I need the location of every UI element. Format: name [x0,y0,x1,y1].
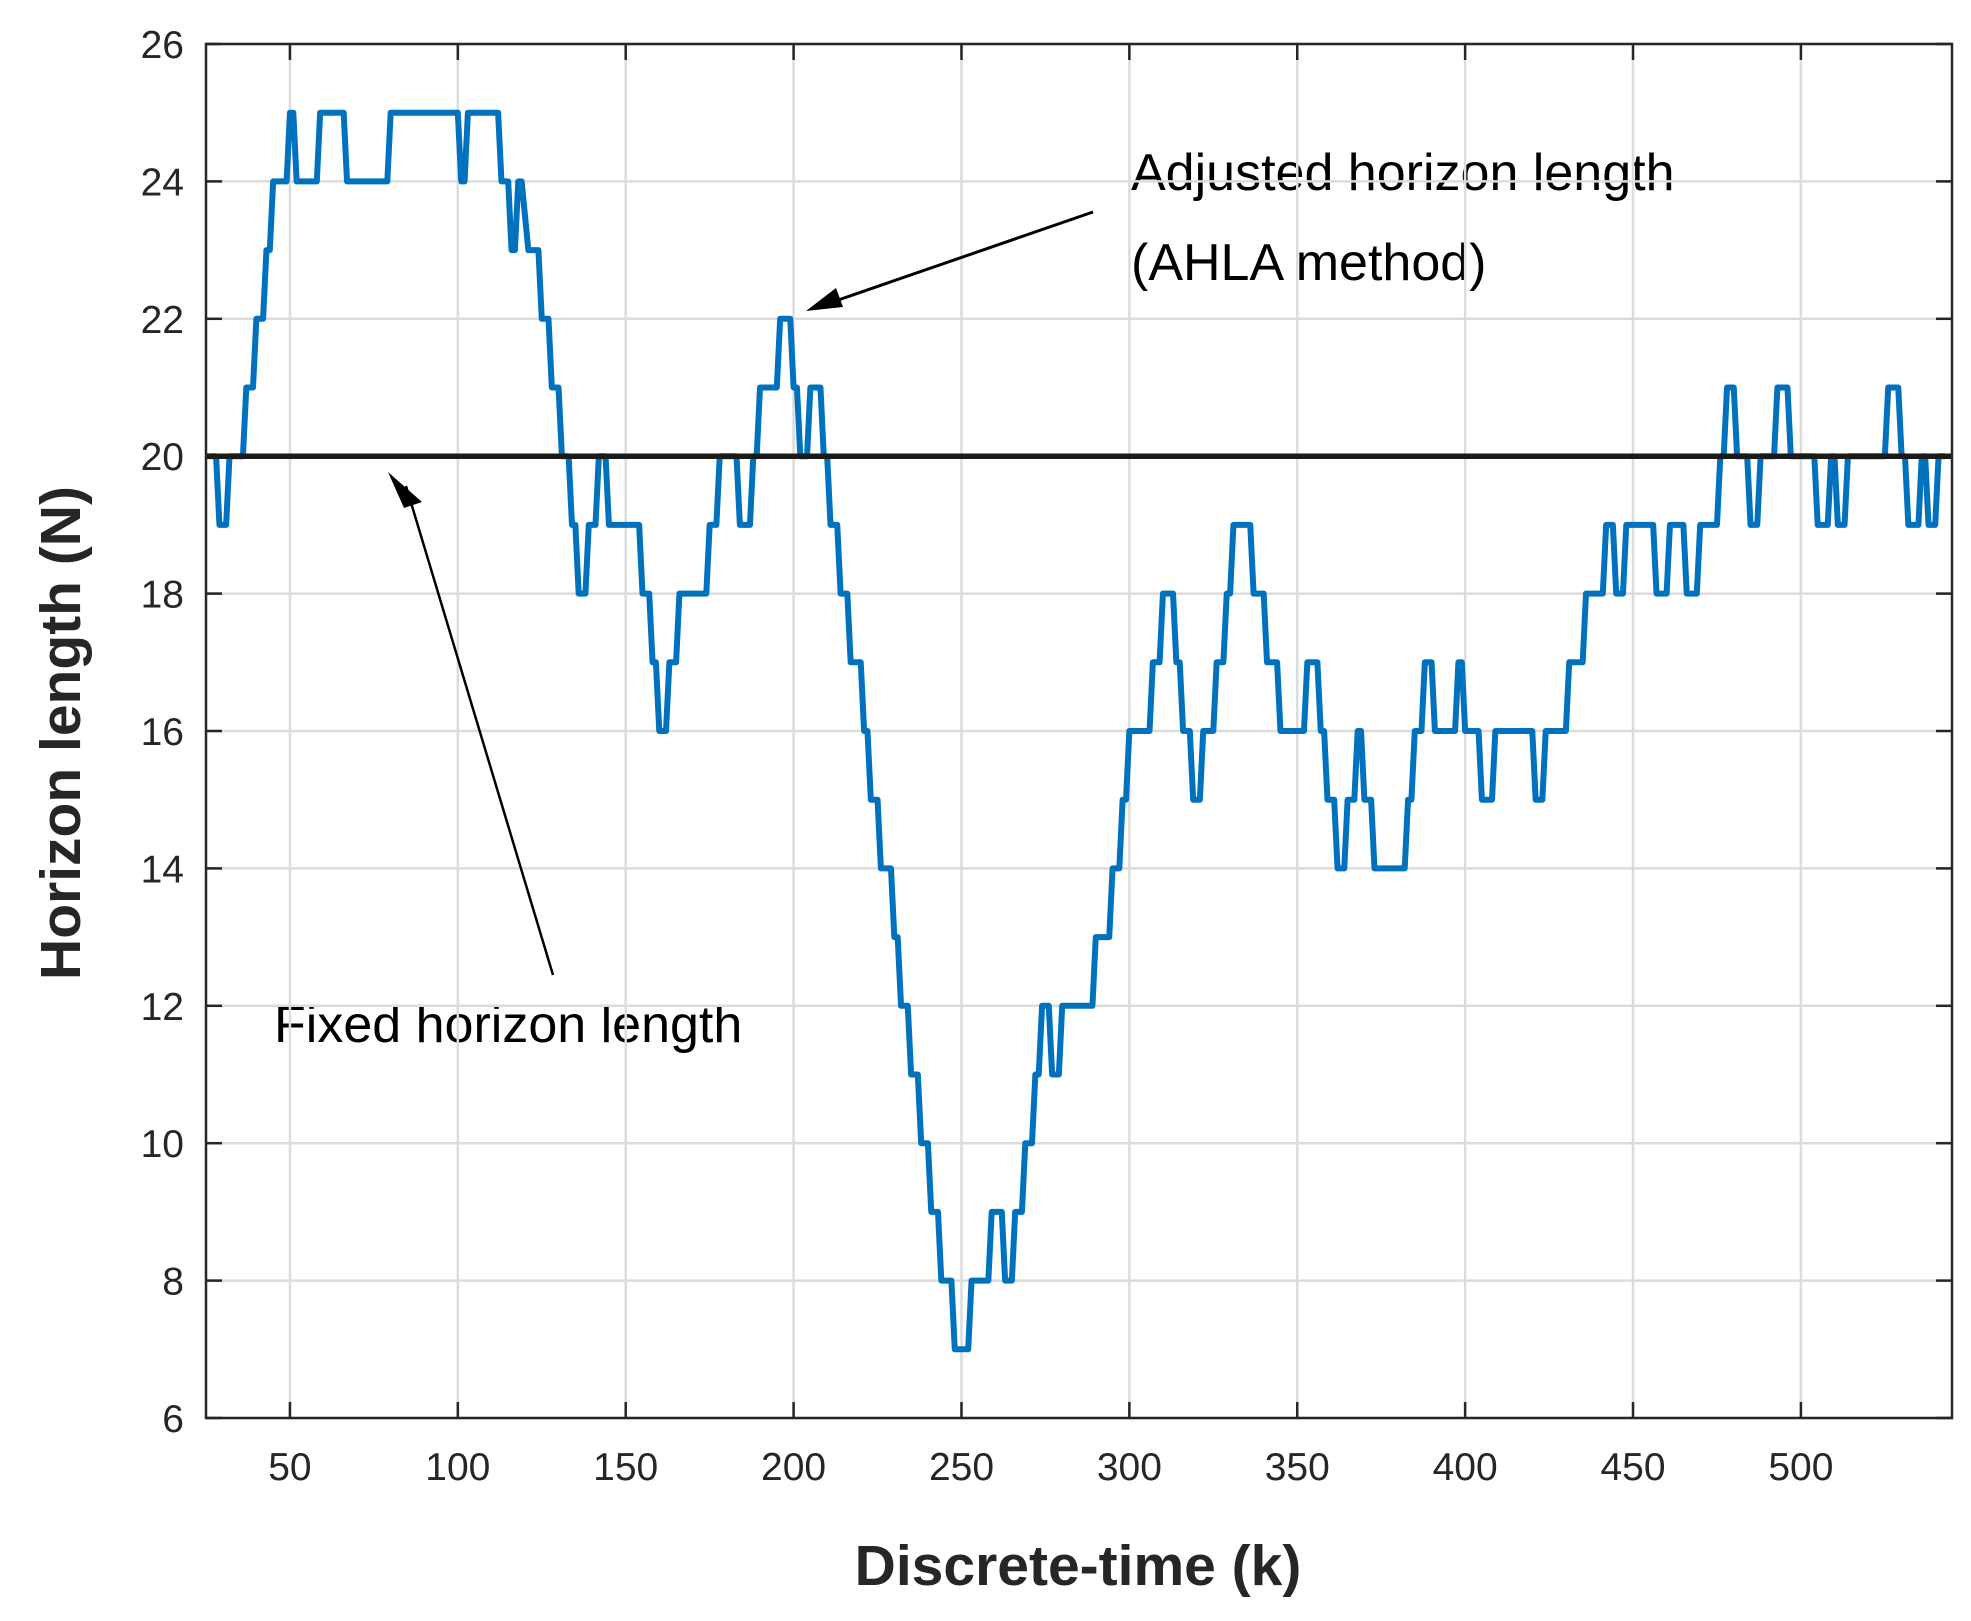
x-tick-label: 400 [1433,1446,1498,1489]
arrow [817,210,1094,309]
y-tick-label: 24 [141,161,184,204]
x-tick-label: 250 [929,1446,994,1489]
x-tick-label: 500 [1768,1446,1833,1489]
x-tick-label: 100 [425,1446,490,1489]
annotation: (AHLA method) [1131,234,1487,292]
arrow-head [806,288,843,311]
y-tick-label: 26 [141,24,184,67]
y-tick-label: 18 [141,574,184,617]
y-tick-label: 8 [162,1261,184,1304]
x-tick-label: 300 [1097,1446,1162,1489]
y-tick-label: 22 [141,299,184,342]
annotation: Adjusted horizon length [1131,144,1675,202]
x-tick-label: 200 [761,1446,826,1489]
axes-box [204,42,1954,1420]
y-tick-label: 16 [141,711,184,754]
y-tick-label: 12 [141,986,184,1029]
x-tick-label: 150 [593,1446,658,1489]
x-axis-label: Discrete-time (k) [855,1534,1302,1598]
arrow [404,485,555,976]
y-tick-label: 14 [141,848,184,891]
x-tick-label: 350 [1265,1446,1330,1489]
arrow-head [388,472,422,508]
y-tick-label: 6 [162,1398,184,1441]
x-tick-label: 50 [268,1446,311,1489]
plot-area: 6 8 10 12 14 16 18 20 22 24 26 50 100 150 200 250 300 350… [141,24,1954,1489]
y-tick-label: 10 [141,1123,184,1166]
y-tick-label: 20 [141,436,184,479]
y-axis-label: Horizon length (N) [29,486,93,980]
x-tick-label: 450 [1600,1446,1665,1489]
